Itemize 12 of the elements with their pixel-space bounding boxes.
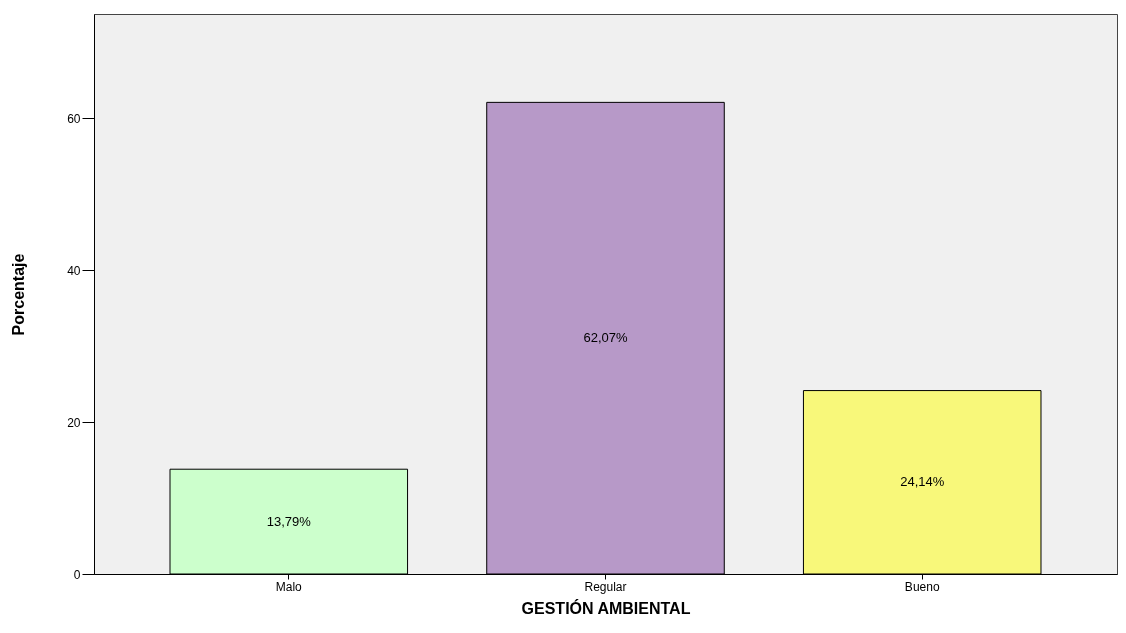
data-label: 24,14% [900, 474, 945, 490]
x-tick-label: Bueno [904, 579, 940, 594]
x-axis-title: GESTIÓN AMBIENTAL [521, 598, 691, 617]
data-label: 62,07% [583, 330, 628, 346]
y-tick-label: 0 [73, 567, 81, 582]
x-tick-label: Regular [584, 579, 627, 594]
y-axis-title: Porcentaje [10, 253, 28, 336]
y-tick-label: 60 [67, 111, 81, 126]
x-tick-label: Malo [275, 579, 303, 594]
y-tick-label: 20 [67, 415, 81, 430]
data-label: 13,79% [266, 513, 312, 529]
y-tick-label: 40 [67, 263, 81, 278]
